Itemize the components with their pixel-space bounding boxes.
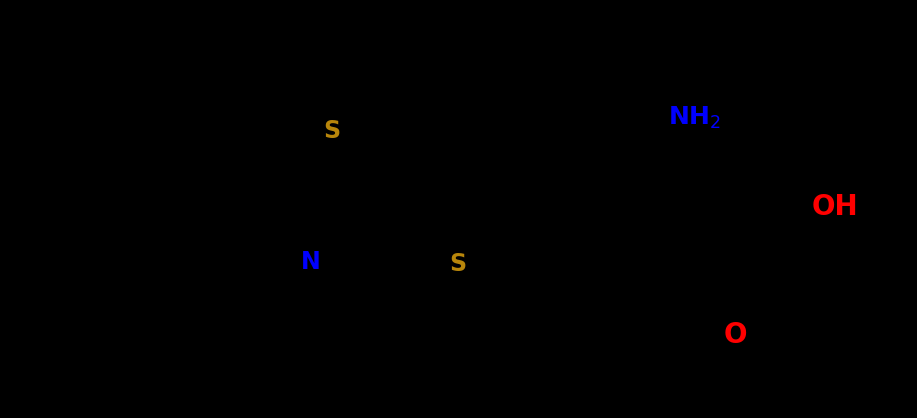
Text: N: N: [302, 250, 321, 274]
Text: O: O: [724, 321, 746, 349]
Text: S: S: [324, 119, 340, 143]
Text: S: S: [449, 252, 467, 276]
Text: OH: OH: [812, 193, 858, 221]
Text: NH$_2$: NH$_2$: [668, 105, 721, 131]
